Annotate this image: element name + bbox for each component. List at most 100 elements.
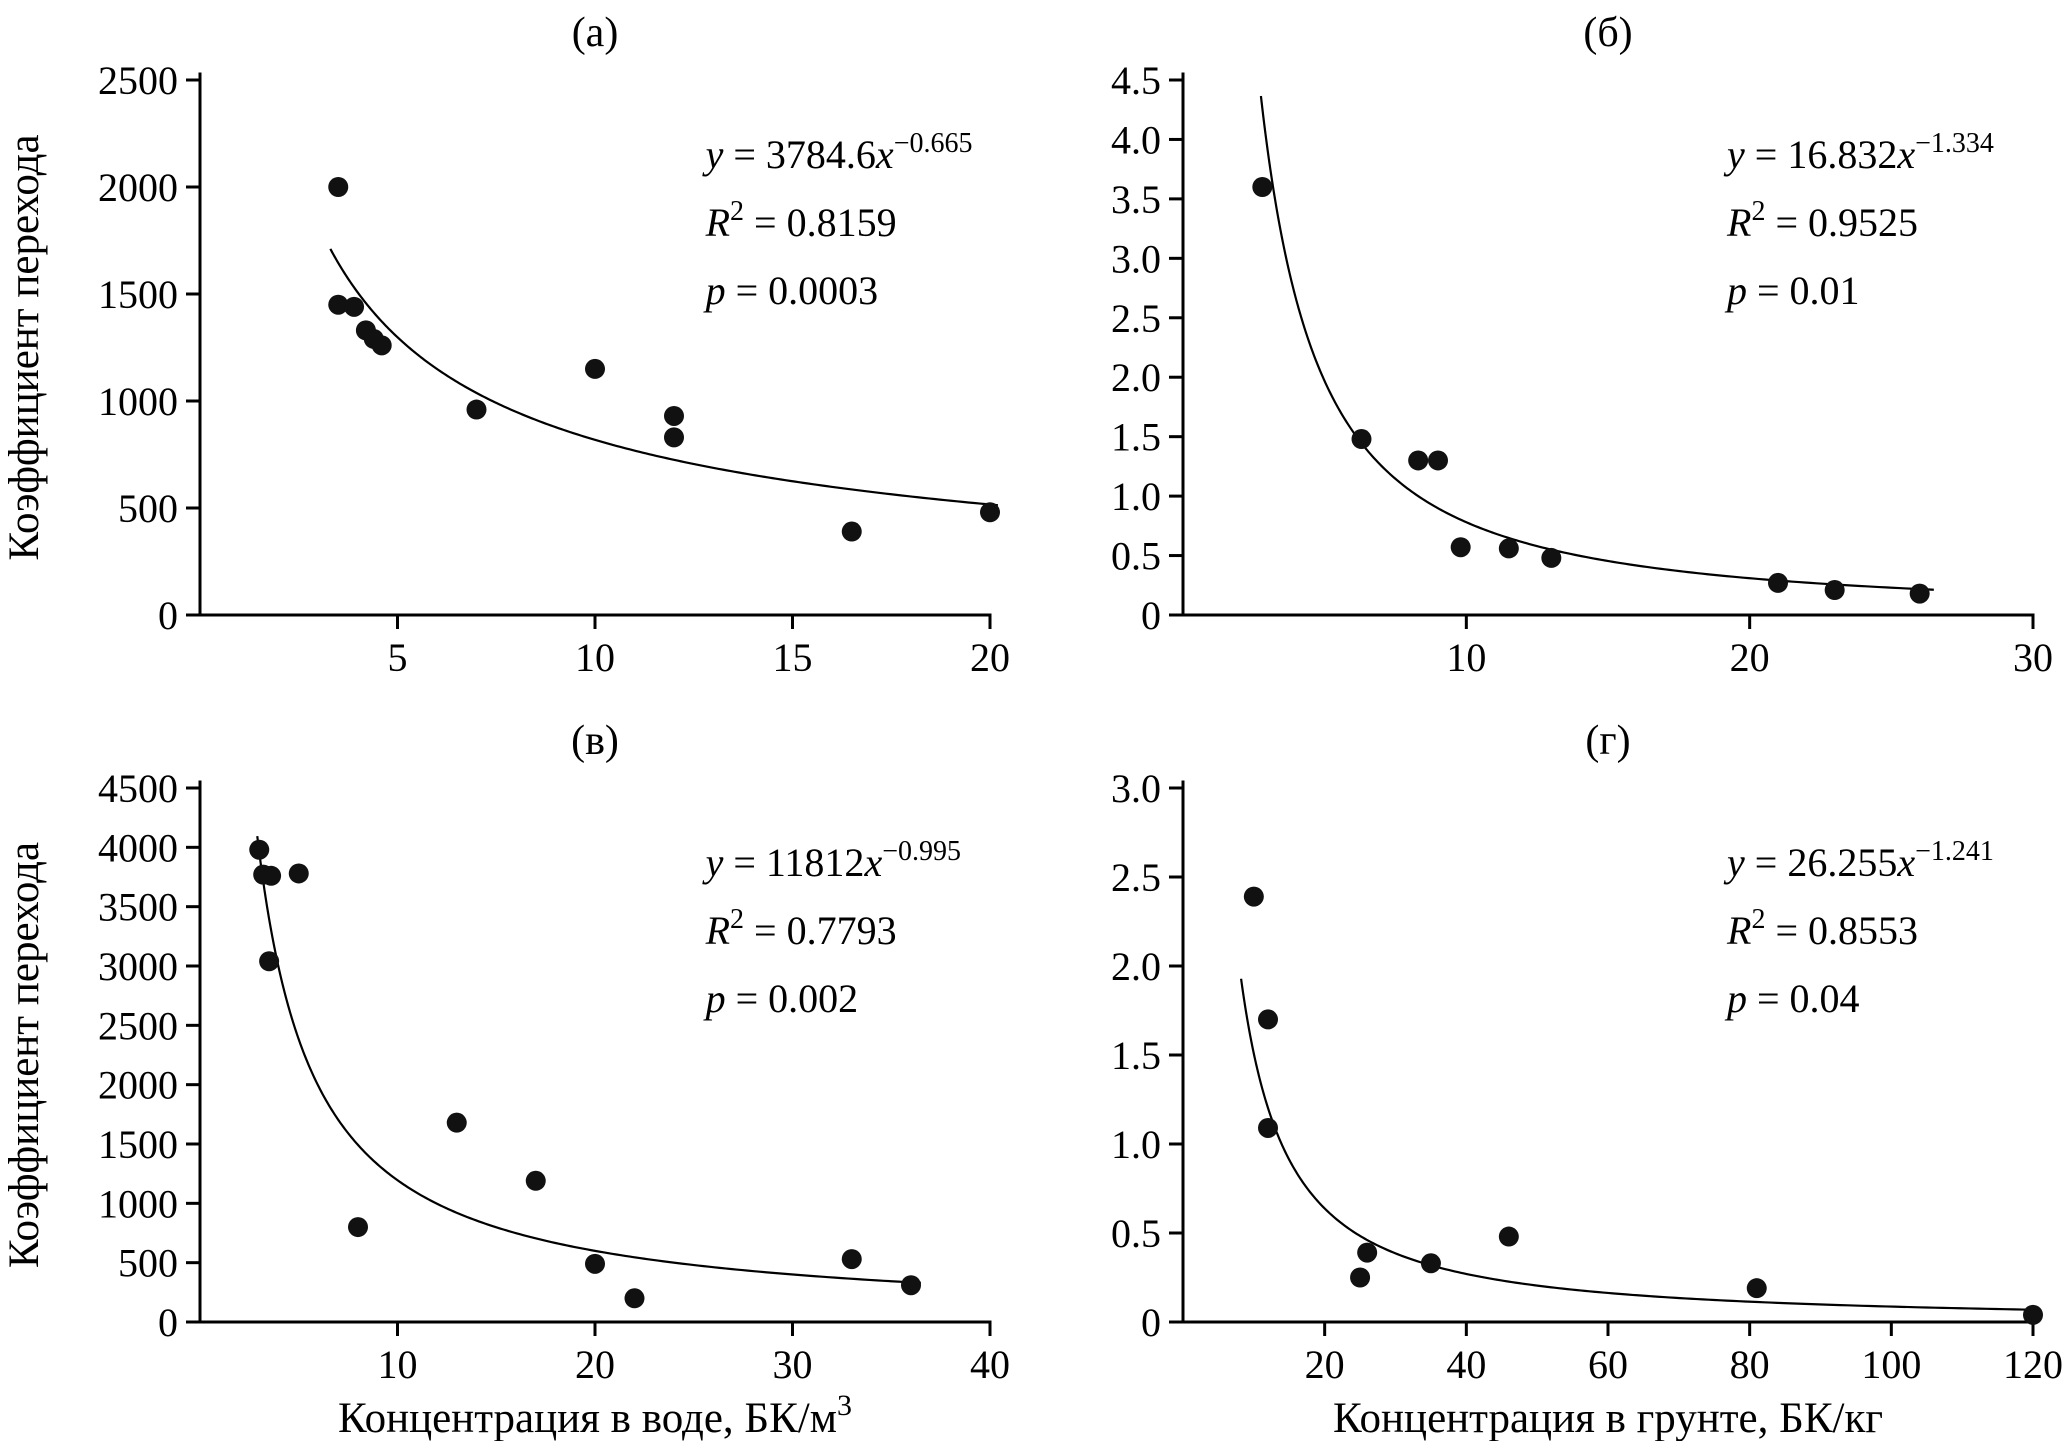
y-tick-label: 1.5 — [1111, 1033, 1161, 1078]
x-tick-label: 15 — [773, 635, 813, 680]
data-point — [664, 427, 684, 448]
data-point — [371, 335, 392, 356]
data-point — [1258, 1117, 1278, 1138]
data-point — [1357, 1242, 1378, 1263]
y-tick-label: 1500 — [98, 272, 178, 317]
x-tick-label: 10 — [378, 1342, 418, 1387]
data-point — [261, 865, 282, 886]
y-tick-label: 2.0 — [1111, 355, 1161, 400]
y-axis-title: Коэффициент перехода — [1, 842, 48, 1268]
y-tick-label: 2000 — [98, 165, 178, 210]
x-tick-label: 20 — [970, 635, 1010, 680]
data-point — [841, 1249, 862, 1270]
y-tick-label: 3.0 — [1111, 236, 1161, 281]
x-tick-label: 30 — [773, 1342, 813, 1387]
data-point — [328, 177, 349, 197]
x-tick-label: 10 — [575, 635, 615, 680]
data-point — [1824, 580, 1845, 601]
x-tick-label: 40 — [970, 1342, 1010, 1387]
x-tick-label: 5 — [388, 635, 408, 680]
data-point — [249, 839, 270, 860]
y-tick-label: 1.0 — [1111, 474, 1161, 519]
x-tick-label: 60 — [1588, 1342, 1628, 1387]
data-point — [1909, 583, 1930, 604]
data-point — [466, 399, 487, 420]
panel-title: (г) — [1585, 718, 1630, 764]
p-value-label: p = 0.002 — [703, 976, 859, 1021]
y-tick-label: 4.5 — [1111, 58, 1161, 103]
data-point — [2023, 1304, 2043, 1325]
y-tick-label: 1500 — [98, 1122, 178, 1167]
y-tick-label: 0.5 — [1111, 534, 1161, 579]
fit-curve — [1239, 978, 2034, 1311]
data-point — [901, 1275, 921, 1296]
y-tick-label: 1000 — [98, 1181, 178, 1226]
y-tick-label: 500 — [118, 1241, 178, 1286]
x-tick-label: 80 — [1730, 1342, 1770, 1387]
panel-v-chart: (в) 10 20 30 40 0 500 1000 1500 2000 2500 3000 3500 4… — [1, 718, 1010, 1441]
y-tick-label: 3.0 — [1111, 766, 1161, 811]
x-tick-label: 20 — [1730, 635, 1770, 680]
panel-a-chart: (а) 5 10 15 20 0 500 1000 1500 2000 2500 y = 3784.6… — [1, 10, 1010, 680]
fit-curve — [256, 835, 921, 1284]
panel-g-chart: (г) 20 40 60 80 100 120 0 0.5 1.0 1.5 2.0 2.5 3.0 y = … — [1111, 718, 2063, 1441]
data-point — [344, 296, 365, 317]
r-squared-label: R2 = 0.8159 — [705, 196, 897, 245]
equation-label: y = 26.255x−1.241 — [1723, 836, 1994, 885]
data-point — [288, 863, 309, 884]
y-tick-label: 2500 — [98, 1003, 178, 1048]
equation-label: y = 16.832x−1.334 — [1723, 128, 1994, 177]
y-tick-label: 4500 — [98, 766, 178, 811]
y-tick-label: 2.0 — [1111, 944, 1161, 989]
x-tick-label: 10 — [1446, 635, 1486, 680]
y-tick-label: 3000 — [98, 944, 178, 989]
data-point — [1450, 537, 1471, 558]
y-tick-label: 3.5 — [1111, 177, 1161, 222]
y-tick-label: 4.0 — [1111, 117, 1161, 162]
x-axis-title: Концентрация в грунте, БК/кг — [1333, 1395, 1883, 1441]
y-tick-label: 2.5 — [1111, 296, 1161, 341]
y-tick-label: 1000 — [98, 379, 178, 424]
data-point — [446, 1112, 467, 1133]
p-value-label: p = 0.04 — [1724, 976, 1860, 1021]
equation-label: y = 11812x−0.995 — [702, 836, 961, 885]
data-point — [1351, 429, 1372, 450]
x-tick-label: 40 — [1446, 1342, 1486, 1387]
y-tick-label: 1.5 — [1111, 415, 1161, 460]
y-tick-label: 4000 — [98, 825, 178, 870]
data-point — [1252, 177, 1273, 197]
data-point — [1420, 1253, 1441, 1274]
data-point — [259, 951, 280, 972]
y-tick-label: 1.0 — [1111, 1122, 1161, 1167]
panel-title: (б) — [1583, 10, 1632, 56]
data-point — [348, 1217, 368, 1238]
panel-title: (в) — [571, 718, 619, 764]
panel-title: (а) — [572, 10, 619, 56]
p-value-label: p = 0.0003 — [703, 268, 879, 313]
x-tick-label: 20 — [575, 1342, 615, 1387]
data-point — [841, 521, 862, 542]
data-point — [1408, 450, 1429, 471]
y-tick-label: 0 — [1141, 1300, 1161, 1345]
data-point — [1258, 1009, 1278, 1030]
data-point — [624, 1288, 645, 1309]
r-squared-label: R2 = 0.8553 — [1726, 904, 1918, 953]
data-point — [980, 502, 1000, 523]
data-point — [1243, 886, 1264, 907]
data-point — [1350, 1267, 1371, 1288]
data-point — [328, 294, 349, 315]
y-tick-label: 0 — [158, 593, 178, 638]
panel-b-chart: (б) 10 20 30 0 0.5 1.0 1.5 2.0 2.5 3.0 3.5 4.0 4.5 y =… — [1111, 10, 2053, 680]
data-point — [1746, 1278, 1767, 1299]
y-tick-label: 0.5 — [1111, 1211, 1161, 1256]
p-value-label: p = 0.01 — [1724, 268, 1860, 313]
y-tick-label: 0 — [1141, 593, 1161, 638]
x-tick-label: 120 — [2003, 1342, 2063, 1387]
data-point — [585, 358, 605, 379]
y-tick-label: 2000 — [98, 1063, 178, 1108]
data-point — [1428, 450, 1448, 471]
data-point — [1498, 538, 1519, 559]
y-tick-label: 3500 — [98, 885, 178, 930]
r-squared-label: R2 = 0.9525 — [1726, 196, 1918, 245]
